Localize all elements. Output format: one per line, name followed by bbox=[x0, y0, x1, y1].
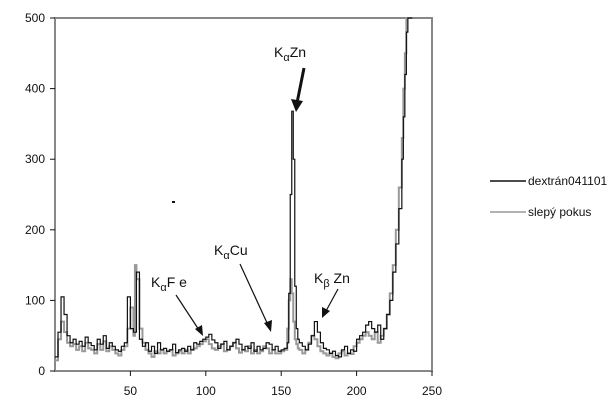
annotation-kbeta-zn-main: K bbox=[314, 270, 324, 286]
series-line-slepy-pokus bbox=[55, 17, 413, 362]
annotation-kalpha-zn-main: K bbox=[274, 44, 284, 60]
y-axis: 0 100 200 300 400 500 bbox=[25, 11, 55, 378]
annotation-kalpha-zn-rest: Zn bbox=[290, 44, 306, 60]
annotation-kalpha-fe-sub: α bbox=[160, 282, 167, 294]
annotation-kalpha-fe-rest: F e bbox=[167, 274, 187, 290]
annotation-kalpha-cu-main: K bbox=[214, 242, 224, 258]
arrow-kalpha-zn bbox=[295, 67, 306, 104]
series-line-dextran bbox=[55, 17, 413, 358]
x-tick-label: 250 bbox=[422, 384, 442, 398]
annotation-kalpha-fe: KαF e bbox=[151, 274, 187, 294]
y-tick-label: 500 bbox=[25, 11, 45, 25]
arrow-kalpha-cu-head bbox=[264, 320, 272, 332]
legend-label-dextran: dextrán041101 bbox=[528, 174, 608, 188]
annotation-kalpha-fe-main: K bbox=[151, 274, 161, 290]
annotation-kbeta-zn-rest: Zn bbox=[330, 270, 350, 286]
arrow-kbeta-zn-head bbox=[322, 307, 330, 318]
y-tick-label: 100 bbox=[25, 293, 45, 307]
legend: dextrán041101 slepý pokus bbox=[490, 174, 608, 219]
legend-label-slepy-pokus: slepý pokus bbox=[528, 205, 591, 219]
x-tick-label: 50 bbox=[124, 384, 138, 398]
y-tick-label: 200 bbox=[25, 223, 45, 237]
arrow-kalpha-fe bbox=[175, 294, 200, 331]
y-tick-label: 0 bbox=[38, 364, 45, 378]
annotation-kalpha-zn-sub: α bbox=[283, 52, 290, 64]
annotation-kbeta-zn-sub: β bbox=[323, 278, 329, 290]
annotation-kalpha-cu-rest: Cu bbox=[230, 242, 248, 258]
arrow-kbeta-zn bbox=[325, 288, 339, 312]
arrow-kalpha-fe-head bbox=[195, 325, 203, 336]
arrow-kalpha-cu bbox=[239, 263, 269, 326]
x-axis: 50 100 150 200 250 bbox=[124, 371, 442, 398]
x-tick-label: 100 bbox=[196, 384, 216, 398]
annotation-kalpha-cu-sub: α bbox=[223, 250, 230, 262]
annotation-kalpha-zn: KαZn bbox=[274, 44, 306, 64]
plot-area bbox=[54, 17, 433, 372]
x-tick-label: 150 bbox=[271, 384, 291, 398]
arrow-kalpha-zn-head bbox=[291, 99, 303, 112]
y-tick-label: 300 bbox=[25, 152, 45, 166]
annotation-arrows bbox=[175, 67, 339, 336]
y-tick-label: 400 bbox=[25, 82, 45, 96]
series-layer bbox=[55, 17, 413, 362]
annotation-kalpha-cu: KαCu bbox=[214, 242, 248, 262]
x-tick-label: 200 bbox=[347, 384, 367, 398]
annotation-kbeta-zn: Kβ Zn bbox=[314, 270, 350, 290]
stray-marker bbox=[172, 201, 175, 203]
